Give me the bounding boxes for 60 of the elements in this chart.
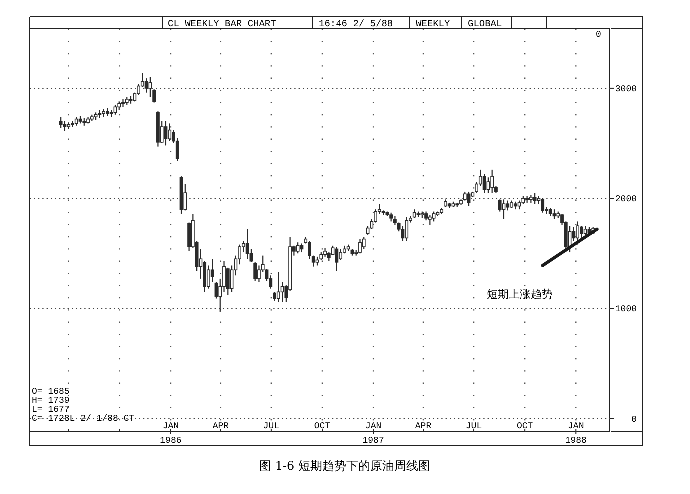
annotation: C= 1728L 2/ 1/88 CT: [32, 414, 136, 424]
y-tick-label: 2000: [615, 194, 637, 205]
annotation: GLOBAL: [468, 18, 503, 30]
x-tick-label: JUL: [263, 422, 280, 432]
candlestick: [246, 228, 250, 260]
x-tick-label: OCT: [516, 422, 534, 432]
annotation: O= 1685: [32, 387, 70, 397]
candlestick: [362, 236, 366, 250]
caption: 图 1-6 短期趋势下的原油周线图: [260, 459, 430, 473]
candlestick: [254, 262, 258, 282]
y-tick-label: 1000: [615, 304, 637, 315]
candlestick: [502, 199, 506, 220]
x2-tick-label: 1987: [362, 436, 384, 446]
x-tick-label: APR: [415, 422, 432, 432]
x-tick-label: JAN: [365, 422, 382, 432]
candlestick: [572, 226, 576, 242]
candlestick: [148, 76, 152, 98]
candlestick: [335, 246, 339, 272]
candlestick: [188, 222, 191, 252]
x-tick-label: OCT: [314, 422, 332, 432]
candlestick: [210, 258, 214, 283]
candlestick: [405, 216, 409, 242]
x-tick-label: JAN: [568, 422, 584, 432]
y-tick-label: 0: [632, 414, 637, 425]
candlestick: [339, 248, 343, 261]
candlestick: [144, 78, 148, 94]
candlestick: [168, 123, 172, 142]
candlestick: [308, 240, 312, 260]
candlestick: [490, 169, 494, 194]
candlestick: [541, 198, 545, 214]
x-tick-label: JAN: [162, 422, 180, 432]
annotation: 16:46 2/ 5/88: [319, 18, 394, 30]
annotation: WEEKLY: [416, 18, 451, 30]
candlestick: [59, 116, 63, 129]
candlestick: [486, 177, 490, 194]
candlestick: [71, 120, 74, 128]
candlestick: [164, 120, 168, 146]
annotation: L= 1677: [32, 405, 70, 415]
candlestick: [482, 174, 486, 194]
candlestick: [122, 98, 125, 108]
x-tick-label: APR: [212, 422, 230, 432]
annotation: H= 1739: [32, 396, 70, 406]
annotation: 短期上涨趋势: [487, 288, 553, 301]
candlestick: [428, 214, 432, 226]
candlestick: [506, 200, 510, 212]
candlestick: [63, 120, 67, 132]
chart-title: CL WEEKLY BAR CHART: [168, 18, 277, 30]
y-tick-label: 3000: [615, 84, 637, 94]
annotation: 0: [596, 30, 602, 40]
x-tick-label: JUL: [466, 422, 482, 432]
candlestick: [533, 192, 537, 205]
x2-tick-label: 1988: [565, 436, 587, 446]
candlestick: [432, 211, 436, 222]
candlestick: [276, 272, 280, 303]
x2-tick-label: 1986: [160, 436, 182, 446]
candlestick: [358, 238, 362, 254]
candlestick: [584, 226, 588, 237]
candlestick: [296, 242, 300, 254]
candlestick: [552, 209, 556, 220]
candlestick: [576, 221, 580, 246]
